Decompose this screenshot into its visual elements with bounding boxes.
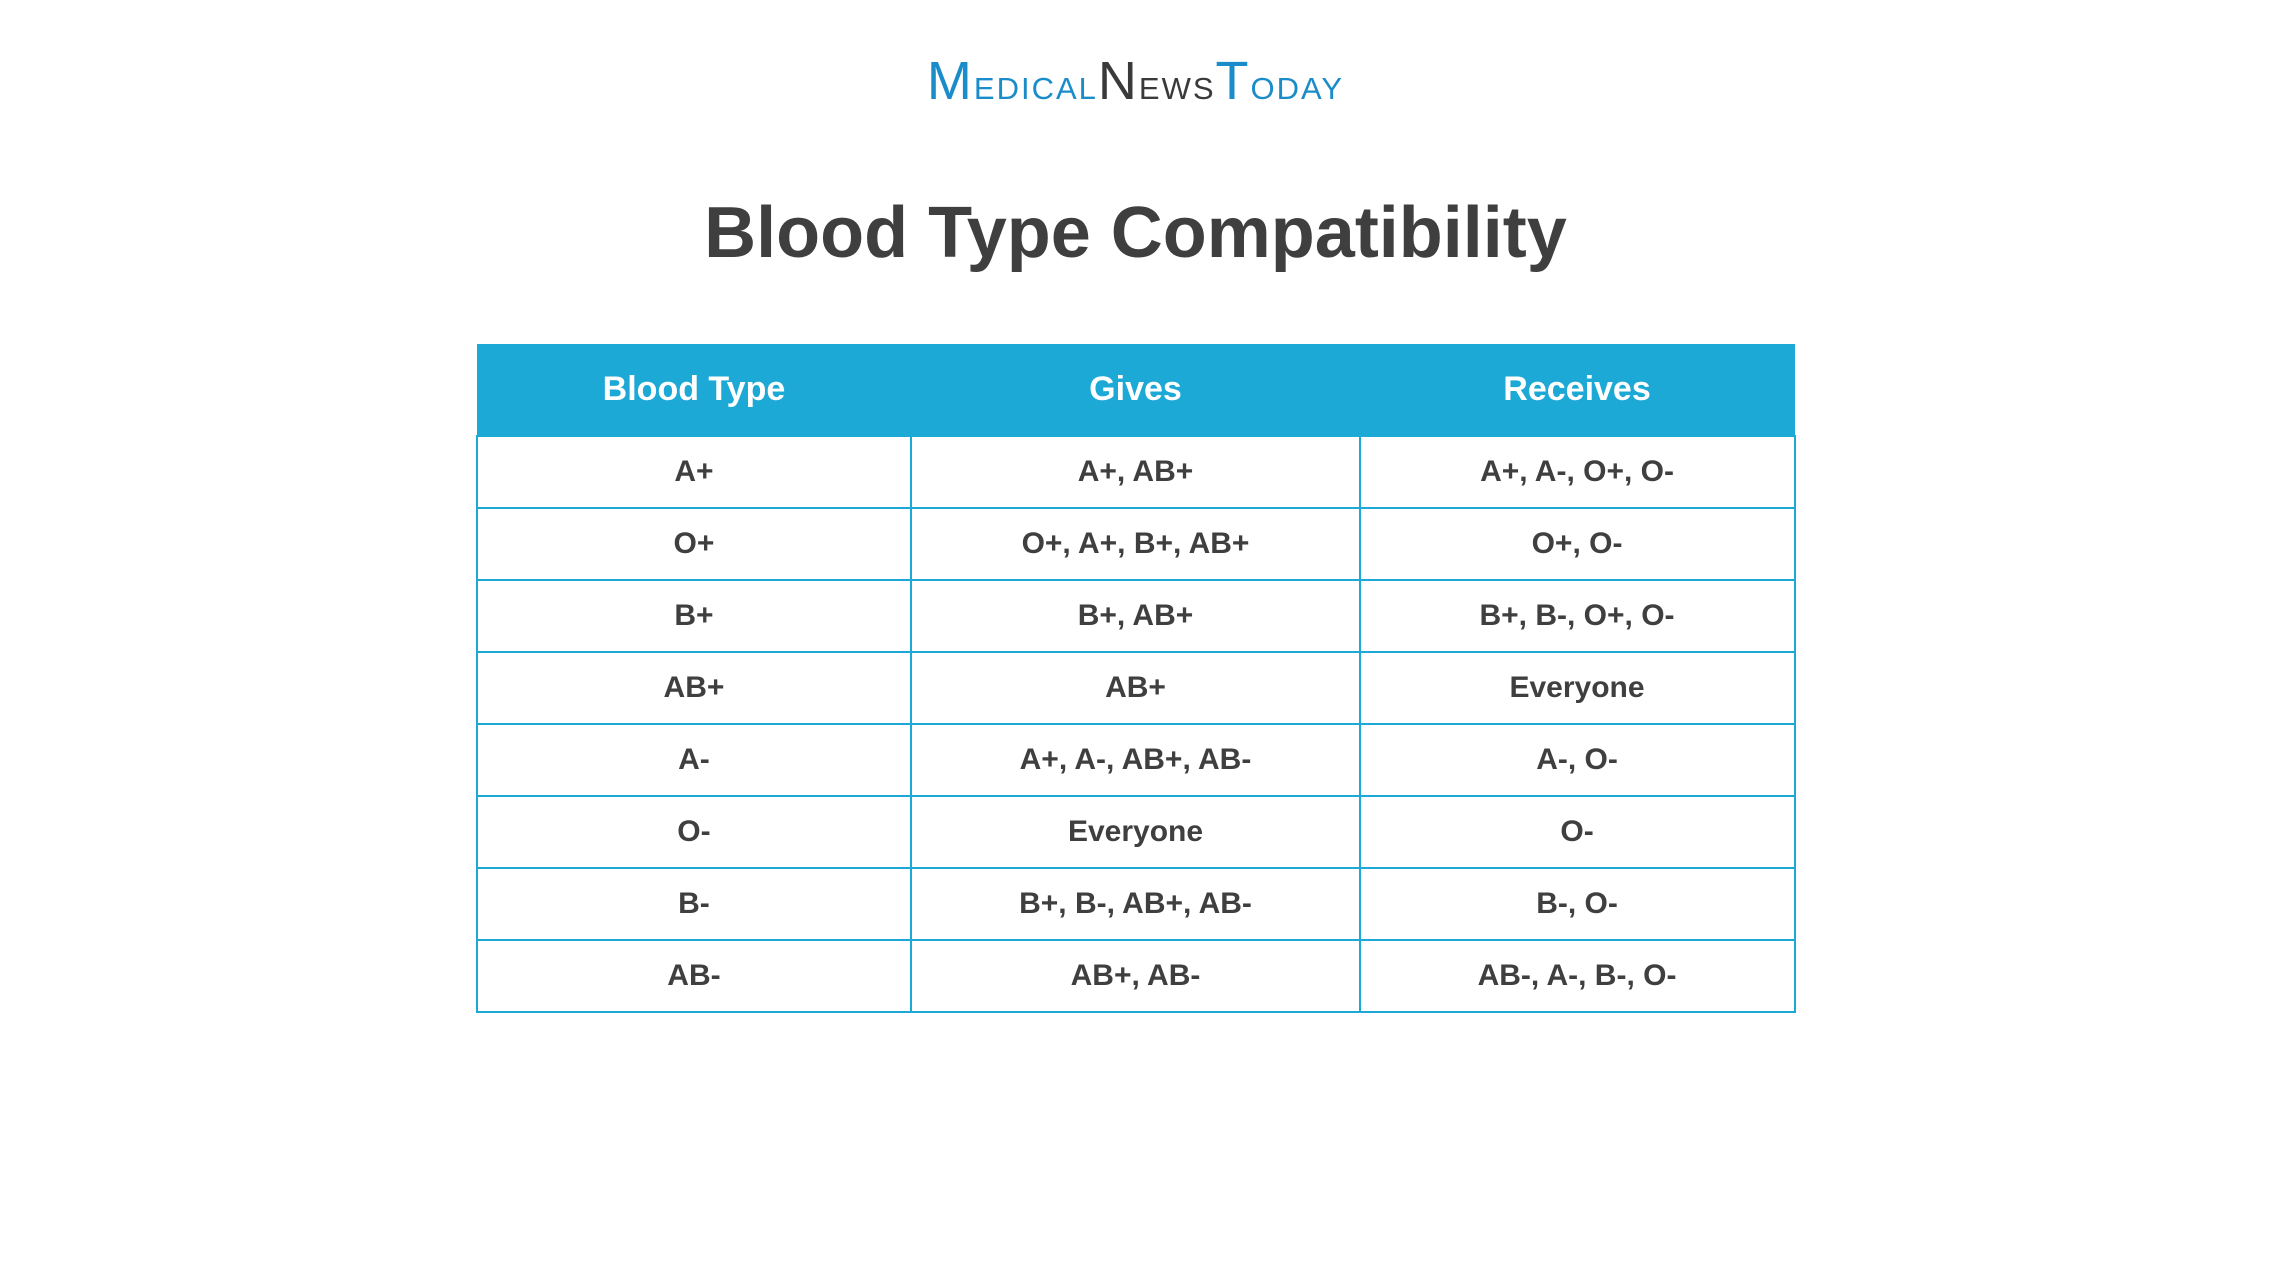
cell-blood-type: AB-: [477, 940, 912, 1012]
cell-receives: Everyone: [1360, 652, 1795, 724]
compatibility-table: Blood Type Gives Receives A+A+, AB+A+, A…: [476, 344, 1796, 1013]
cell-gives: Everyone: [911, 796, 1359, 868]
cell-gives: A+, AB+: [911, 436, 1359, 508]
cell-gives: AB+: [911, 652, 1359, 724]
table-row: A-A+, A-, AB+, AB-A-, O-: [477, 724, 1795, 796]
col-header-gives: Gives: [911, 344, 1359, 436]
table-row: A+A+, AB+A+, A-, O+, O-: [477, 436, 1795, 508]
cell-blood-type: O+: [477, 508, 912, 580]
cell-receives: O+, O-: [1360, 508, 1795, 580]
cell-blood-type: B-: [477, 868, 912, 940]
cell-receives: A+, A-, O+, O-: [1360, 436, 1795, 508]
col-header-blood-type: Blood Type: [477, 344, 912, 436]
logo-word2-rest: ews: [1139, 60, 1216, 109]
cell-gives: O+, A+, B+, AB+: [911, 508, 1359, 580]
compatibility-table-container: Blood Type Gives Receives A+A+, AB+A+, A…: [476, 344, 1796, 1013]
logo-word3-rest: oday: [1251, 60, 1345, 109]
logo-word2-initial: N: [1098, 51, 1139, 111]
table-row: O+O+, A+, B+, AB+O+, O-: [477, 508, 1795, 580]
table-body: A+A+, AB+A+, A-, O+, O-O+O+, A+, B+, AB+…: [477, 436, 1795, 1012]
cell-receives: B+, B-, O+, O-: [1360, 580, 1795, 652]
cell-gives: A+, A-, AB+, AB-: [911, 724, 1359, 796]
cell-receives: B-, O-: [1360, 868, 1795, 940]
cell-blood-type: A-: [477, 724, 912, 796]
col-header-receives: Receives: [1360, 344, 1795, 436]
cell-gives: B+, AB+: [911, 580, 1359, 652]
cell-gives: B+, B-, AB+, AB-: [911, 868, 1359, 940]
cell-receives: AB-, A-, B-, O-: [1360, 940, 1795, 1012]
logo-word3-initial: T: [1216, 51, 1251, 111]
cell-gives: AB+, AB-: [911, 940, 1359, 1012]
table-header-row: Blood Type Gives Receives: [477, 344, 1795, 436]
table-row: AB-AB+, AB-AB-, A-, B-, O-: [477, 940, 1795, 1012]
cell-blood-type: AB+: [477, 652, 912, 724]
logo-word1-rest: edical: [974, 60, 1098, 109]
table-row: O-EveryoneO-: [477, 796, 1795, 868]
table-row: AB+AB+Everyone: [477, 652, 1795, 724]
cell-blood-type: B+: [477, 580, 912, 652]
table-row: B-B+, B-, AB+, AB-B-, O-: [477, 868, 1795, 940]
table-row: B+B+, AB+B+, B-, O+, O-: [477, 580, 1795, 652]
cell-blood-type: O-: [477, 796, 912, 868]
cell-blood-type: A+: [477, 436, 912, 508]
cell-receives: O-: [1360, 796, 1795, 868]
logo-word1-initial: M: [927, 51, 974, 111]
cell-receives: A-, O-: [1360, 724, 1795, 796]
page-title: Blood Type Compatibility: [704, 192, 1567, 274]
brand-logo: MedicalNewsToday: [927, 50, 1344, 112]
